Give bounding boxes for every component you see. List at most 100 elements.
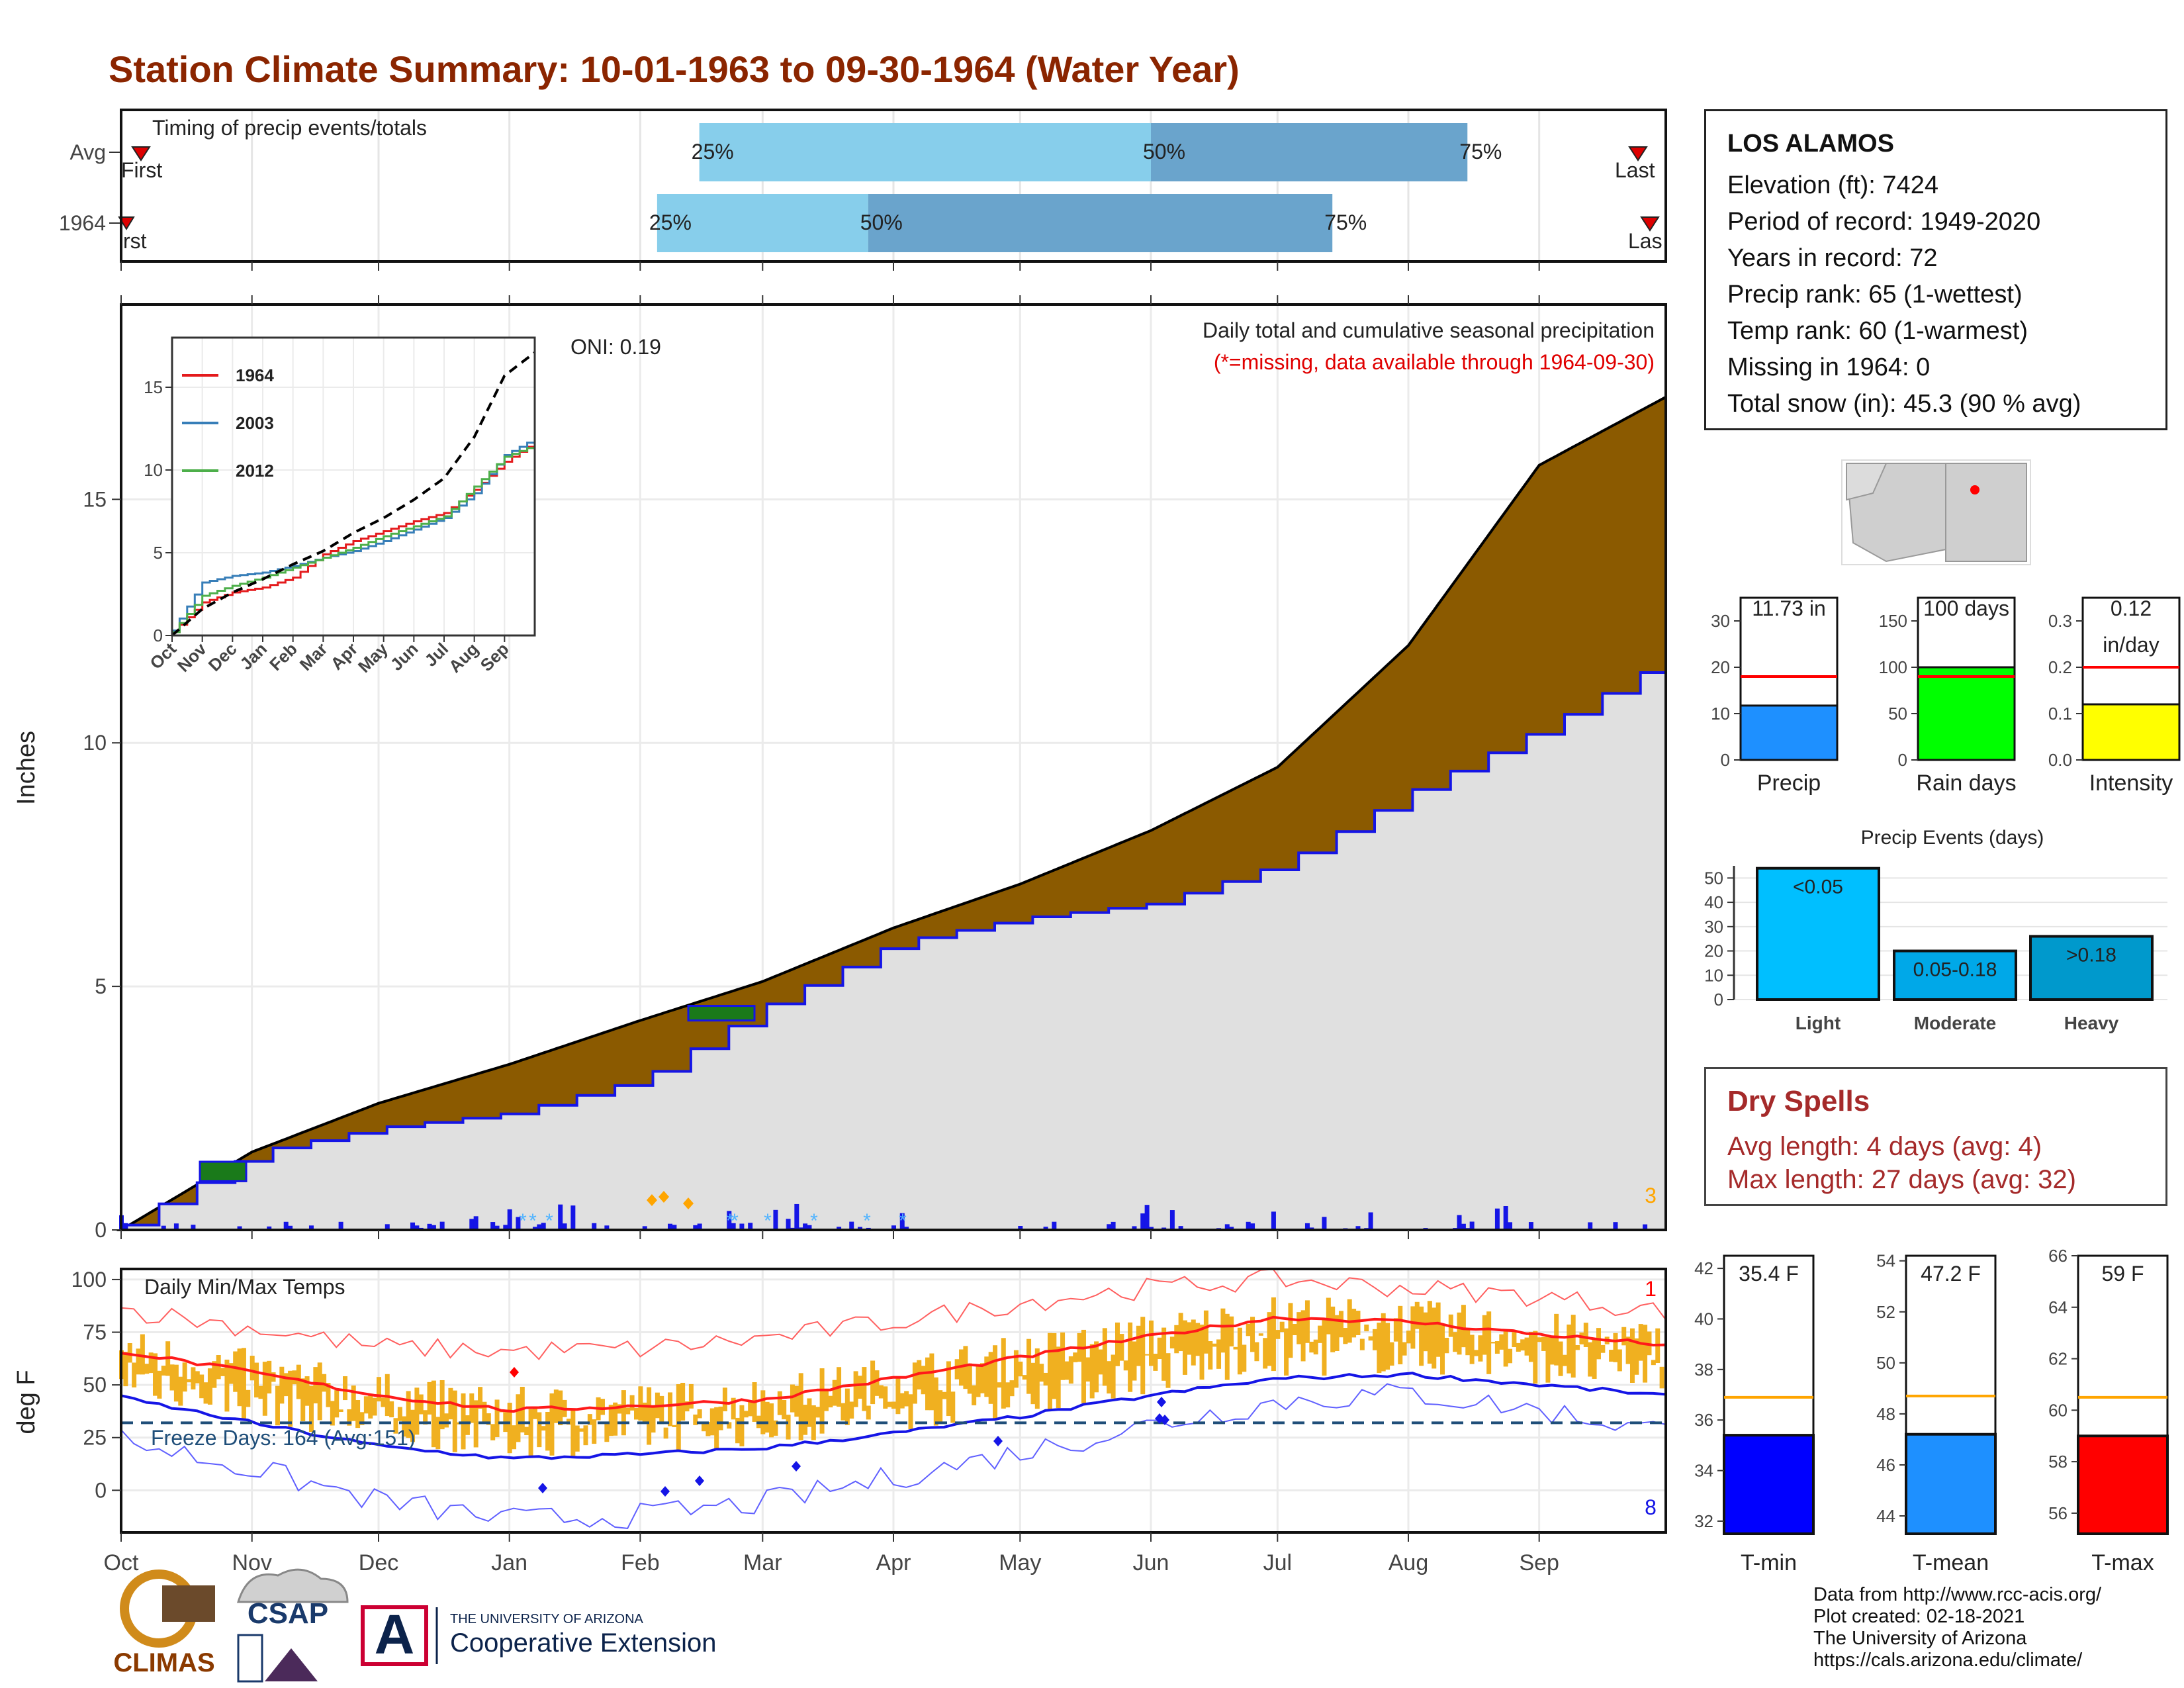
daily-temp-bar [1309,1341,1314,1353]
daily-temp-bar [883,1386,888,1409]
daily-precip-bar [1469,1221,1475,1230]
daily-temp-bar [1246,1323,1251,1336]
mini-bar-tick-label: 100 [1879,657,1907,677]
climas-logo-icon [162,1585,215,1622]
daily-temp-bar [874,1370,880,1396]
daily-temp-bar [1250,1317,1255,1352]
daily-temp-bar [478,1387,483,1409]
daily-temp-bar [161,1366,166,1376]
credits: Data from http://www.rcc-acis.org/ Plot … [1813,1584,2101,1671]
daily-temp-bar [304,1376,310,1406]
snow-marker: * [529,1210,537,1232]
daily-temp-bar [634,1407,639,1420]
daily-temp-bar [233,1351,238,1392]
daily-temp-bar [1001,1338,1006,1409]
daily-temp-bar [385,1374,390,1417]
daily-temp-bar [954,1359,960,1380]
daily-temp-bar [1102,1328,1107,1386]
month-tick-label: Dec [359,1550,398,1575]
daily-precip-bar [1304,1223,1310,1230]
record-low-marker-icon [1160,1415,1169,1425]
avg-max-line [120,1315,1666,1413]
timing-p50-label: 50% [1143,140,1185,164]
daily-temp-bar [849,1401,854,1419]
daily-temp-bar [988,1352,993,1404]
timing-bar-25-50 [699,123,1151,181]
daily-temp-bar [963,1346,968,1389]
temp-bar-tick-label: 46 [1876,1455,1895,1475]
daily-temp-bar [693,1414,698,1425]
daily-temp-bar [938,1390,943,1422]
daily-precip-bar [807,1225,812,1230]
temp-bar-tick-label: 62 [2048,1349,2068,1369]
daily-temp-bar [984,1356,989,1397]
daily-precip-bar [1588,1222,1593,1230]
daily-temp-bar [224,1359,230,1412]
daily-temp-bar [1609,1350,1614,1362]
daily-precip-bar [1229,1227,1234,1230]
daily-precip-bar [338,1221,343,1230]
mini-bar-tick-label: 10 [1711,704,1730,724]
daily-temp-bar [735,1417,741,1444]
daily-precip-bar [1355,1226,1361,1230]
daily-temp-bar [1402,1342,1407,1356]
daily-temp-bar [1297,1312,1302,1344]
daily-temp-bar [672,1425,677,1427]
daily-temp-bar [976,1366,981,1397]
daily-temp-bar [279,1366,285,1404]
daily-precip-bar [1368,1212,1373,1230]
station-elevation: Elevation (ft): 7424 [1727,171,1938,199]
daily-temp-bar [1161,1327,1167,1381]
daily-temp-bar [381,1397,386,1407]
temp-panel-label: Daily Min/Max Temps [144,1275,345,1299]
daily-temp-bar [482,1401,487,1423]
daily-precip-bar [490,1222,496,1230]
daily-temp-bar [1478,1335,1483,1362]
trace-marker-icon [647,1194,657,1206]
daily-temp-bar [1013,1350,1019,1388]
daily-temp-bar [1064,1361,1069,1380]
daily-temp-bar [777,1391,782,1415]
daily-temp-bar [549,1393,555,1456]
daily-temp-bar [1018,1361,1023,1377]
snow-marker: * [810,1210,818,1232]
timing-p75-label: 75% [1459,140,1502,164]
csap-mountain-icon [265,1648,318,1681]
daily-temp-bar [494,1399,500,1438]
timing-first-label: rst [123,229,147,253]
daily-temp-bar [1288,1303,1293,1358]
daily-temp-bar [739,1405,745,1446]
daily-temp-bar [1098,1349,1103,1375]
daily-precip-bar [773,1209,778,1230]
daily-precip-bar [904,1227,909,1230]
daily-precip-bar [1613,1222,1618,1230]
dry-spells-max: Max length: 27 days (avg: 32) [1727,1165,2076,1194]
daily-temp-bar [1233,1346,1238,1350]
daily-temp-bar [1026,1338,1032,1394]
precip-event-range-label: <0.05 [1793,876,1843,898]
precip-y-axis-label: Inches [13,731,40,805]
daily-temp-bar [1128,1322,1133,1392]
snow-marker: * [726,1210,734,1232]
daily-precip-bar [1643,1224,1648,1230]
ua-logo-letter: A [375,1603,415,1665]
daily-temp-bar [1629,1328,1635,1383]
daily-temp-bar [1659,1366,1664,1389]
inset-y-tick-label: 5 [154,543,163,563]
daily-temp-bar [389,1401,394,1418]
oni-label: ONI: 0.19 [570,335,661,359]
record-low-marker-icon [695,1476,704,1486]
daily-temp-bar [1085,1357,1091,1382]
month-tick-label: Oct [104,1550,139,1575]
daily-temp-bar [439,1380,445,1430]
ua-logo-top-text: THE UNIVERSITY OF ARIZONA [450,1612,644,1626]
daily-temp-bar [891,1401,896,1409]
daily-temp-bar [1579,1332,1584,1344]
daily-temp-bar [1030,1362,1036,1405]
daily-temp-bar [237,1348,242,1407]
daily-precip-bar [1144,1205,1150,1230]
daily-precip-bar [1250,1223,1255,1230]
precip-panel-header: Daily total and cumulative seasonal prec… [1203,318,1655,342]
daily-temp-bar [136,1348,141,1375]
daily-temp-bar [1183,1320,1188,1375]
